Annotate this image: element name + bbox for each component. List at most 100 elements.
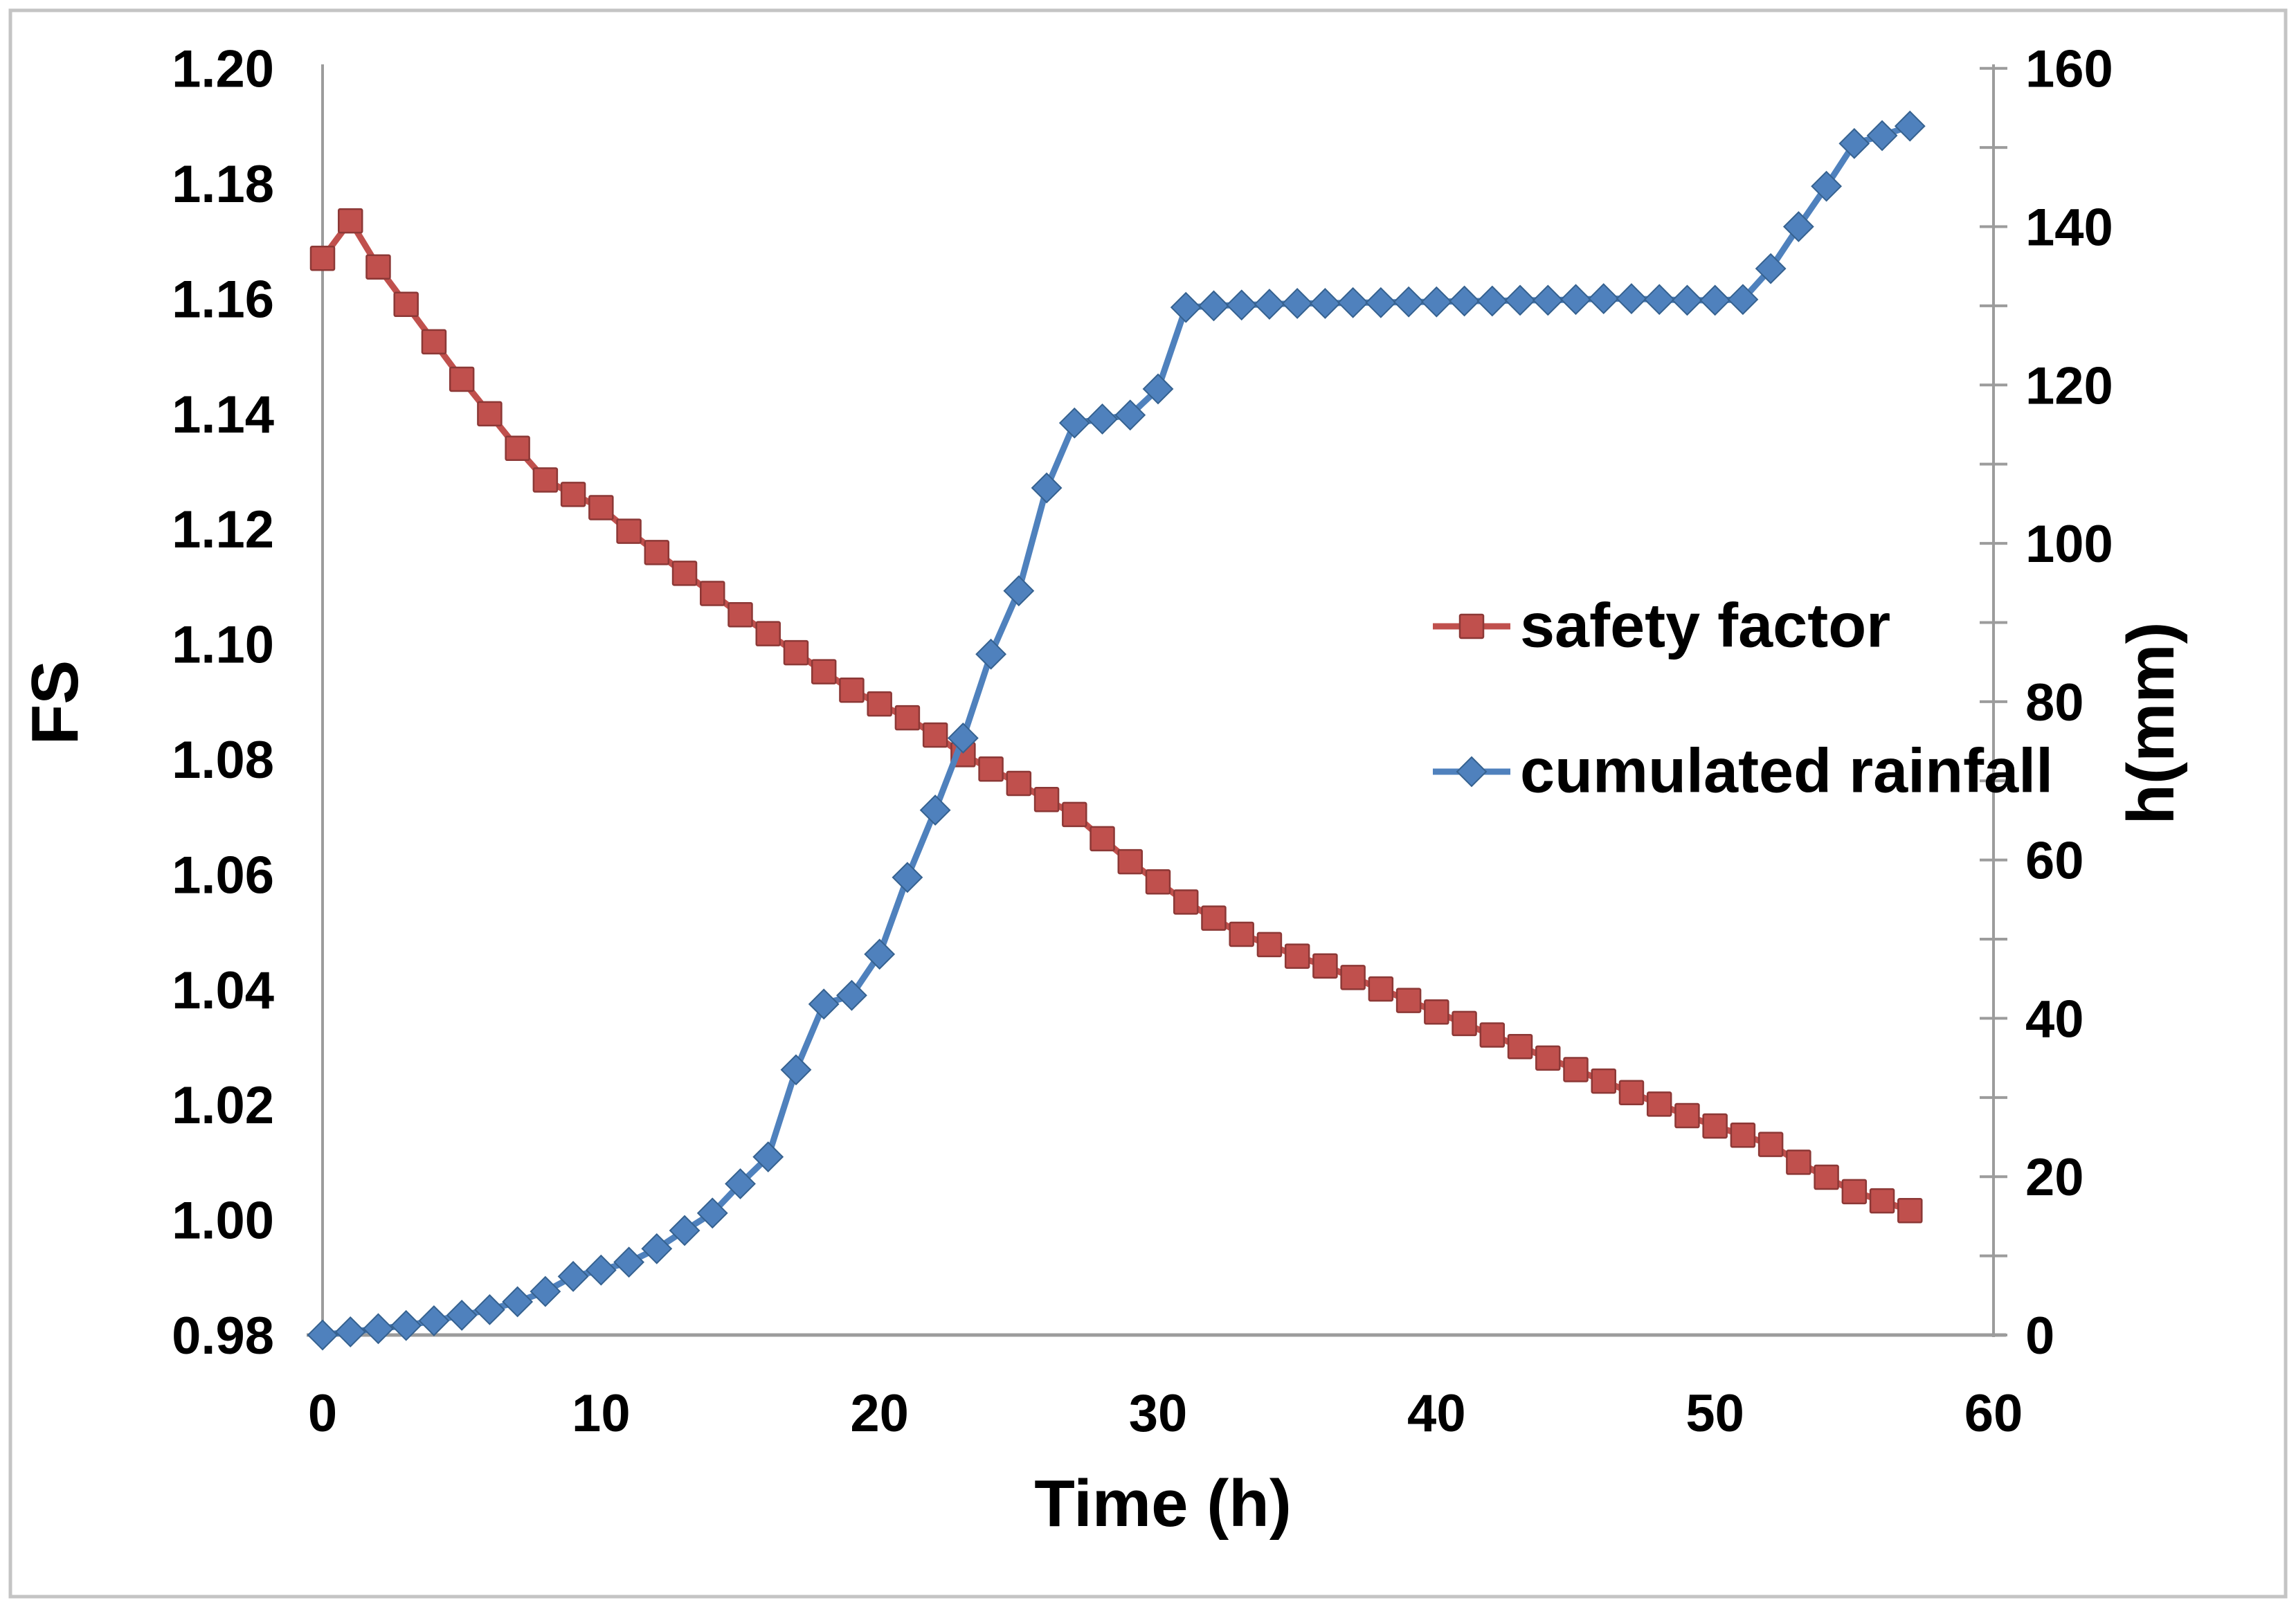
axes-layer [307,64,2007,1337]
square-marker [755,621,781,646]
square-marker [727,601,753,628]
series-markers-safety-factor [309,208,1923,1224]
diamond-marker [390,1309,422,1341]
right-axis-label: 120 [2025,356,2113,415]
diamond-marker [1560,284,1591,316]
label-layer: 1.20 1.18 1.16 1.14 1.12 1.10 1.08 1.06 1.04 1.02… [18,40,2188,1541]
diamond-marker [864,938,896,970]
diamond-marker [641,1233,673,1264]
diamond-marker [307,1319,338,1351]
x-axis-label: 40 [1407,1384,1466,1443]
square-marker [1229,921,1254,947]
diamond-marker [1616,283,1647,315]
diamond-marker [502,1286,534,1318]
left-axis-label: 1.08 [172,731,274,790]
series-cumulated-rainfall [307,110,1926,1351]
diamond-marker [613,1246,644,1278]
square-marker [922,722,948,748]
left-axis-label: 1.06 [172,846,274,905]
x-axis-label: 10 [572,1384,631,1443]
square-marker [1395,988,1422,1013]
left-axis-label: 0.98 [172,1307,274,1365]
diamond-marker [1838,127,1870,159]
diamond-marker [1504,284,1536,316]
diamond-marker [669,1215,700,1246]
diamond-marker [836,979,867,1011]
legend-item-cumulated-rainfall: cumulated rainfall [1433,737,2053,806]
square-marker [811,659,837,684]
square-marker [1340,965,1366,990]
square-marker [1033,787,1060,812]
square-marker [1173,889,1199,915]
right-axis-label: 40 [2025,990,2084,1048]
diamond-marker [780,1054,812,1086]
square-marker [700,581,725,606]
diamond-marker [1643,284,1675,316]
square-marker [1090,826,1115,852]
square-marker [393,291,419,318]
left-axis-label: 1.12 [172,500,274,559]
square-marker [1117,848,1144,875]
diamond-marker [1087,403,1118,435]
square-marker [1730,1123,1756,1148]
diamond-marker [752,1141,784,1173]
left-axis-label: 1.16 [172,270,274,329]
diamond-marker [363,1313,394,1345]
diamond-marker [1588,283,1620,315]
legend-label-cumulated-rainfall: cumulated rainfall [1520,737,2053,806]
square-marker [1201,905,1227,931]
square-marker [1814,1164,1839,1190]
square-marker [1618,1080,1645,1105]
diamond-marker [1894,110,1926,142]
square-marker [337,208,363,234]
diamond-marker [1476,285,1508,317]
square-marker [1458,613,1485,639]
diamond-marker [334,1316,366,1347]
square-marker [1507,1033,1533,1060]
square-marker [1284,943,1310,969]
diamond-marker [1782,211,1814,242]
diamond-marker [725,1168,756,1199]
square-marker [894,705,921,731]
left-axis-label: 1.02 [172,1076,274,1135]
diamond-marker [696,1197,728,1229]
diamond-marker [1198,290,1229,322]
right-axis-label: 0 [2025,1307,2054,1365]
legend-label-safety-factor: safety factor [1520,592,1890,661]
square-marker [1145,869,1171,895]
diamond-marker [1727,284,1759,316]
diamond-marker [530,1275,561,1307]
diamond-marker [1672,284,1703,316]
square-marker [644,540,670,565]
diamond-marker [1755,253,1787,284]
diamond-marker [1170,291,1202,323]
square-marker [1424,999,1449,1025]
square-marker [839,677,865,703]
square-marker [1312,953,1338,979]
right-axis-label: 20 [2025,1148,2084,1207]
diamond-marker [975,638,1007,670]
square-marker [867,691,892,717]
legend-item-safety-factor: safety factor [1433,592,1890,661]
diamond-marker [947,723,979,754]
x-axis-label: 30 [1129,1384,1188,1443]
left-axis-label: 1.14 [172,385,274,444]
square-marker [309,245,336,271]
diamond-marker [1420,286,1452,318]
square-marker [532,467,559,493]
square-marker [1869,1188,1895,1214]
diamond-marker [1866,120,1898,152]
figure-border [8,8,2288,1599]
x-axis-label: 60 [1964,1384,2023,1443]
square-marker [616,518,642,544]
x-axis-label: 0 [308,1384,337,1443]
x-axis-label: 50 [1685,1384,1744,1443]
diamond-marker [557,1260,589,1292]
series-safety-factor [309,208,1923,1224]
left-axis-label: 1.18 [172,155,274,214]
legend-layer: safety factor cumulated rainfall [1433,592,2053,806]
diamond-marker [418,1305,450,1336]
diamond-marker [1699,284,1731,316]
square-marker [783,639,809,666]
